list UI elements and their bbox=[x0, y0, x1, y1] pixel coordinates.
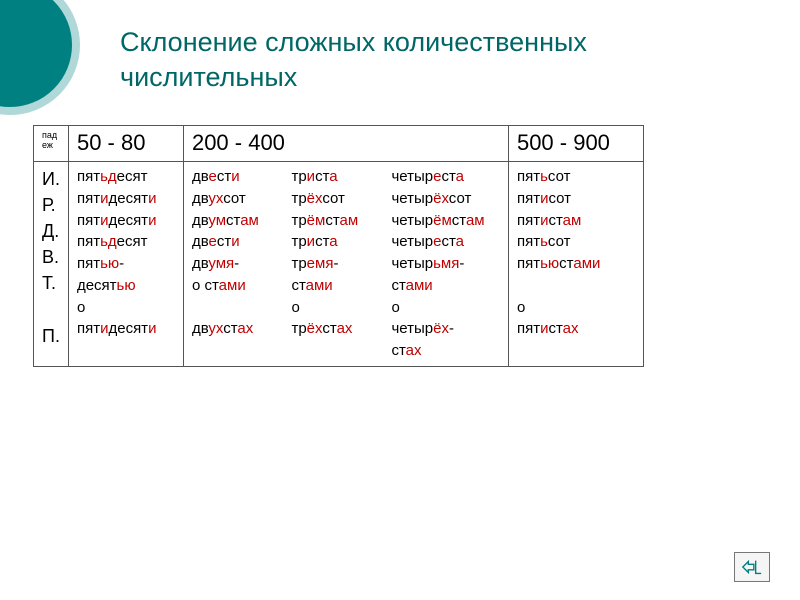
col-300: тристатрёхсоттрёмстамтристатремя-стамиот… bbox=[283, 162, 383, 367]
header-case: пад еж bbox=[34, 126, 69, 162]
col-200: двестидвухсотдвумстамдвестидвумя-о стами… bbox=[183, 162, 283, 367]
title-line-2: числительных bbox=[120, 62, 297, 92]
home-button[interactable] bbox=[734, 552, 770, 582]
case-labels: И.Р.Д.В.Т. П. bbox=[34, 162, 69, 367]
header-500-900: 500 - 900 bbox=[508, 126, 643, 162]
title-line-1: Склонение сложных количественных bbox=[120, 27, 587, 57]
page-title: Склонение сложных количественных числите… bbox=[120, 25, 587, 95]
header-200-400: 200 - 400 bbox=[183, 126, 508, 162]
header-50-80: 50 - 80 bbox=[68, 126, 183, 162]
declension-table: пад еж 50 - 80 200 - 400 500 - 900 И.Р.Д… bbox=[33, 125, 644, 367]
col-400: четырестачетырёхсотчетырёмстамчетырестач… bbox=[383, 162, 508, 367]
home-arrow-icon bbox=[741, 558, 763, 576]
col-50-80: пятьдесятпятидесятипятидесятипятьдесятпя… bbox=[68, 162, 183, 367]
decorative-circle bbox=[0, 0, 80, 115]
col-500-900: пятьсотпятисотпятистампятьсотпятьюстами … bbox=[508, 162, 643, 367]
